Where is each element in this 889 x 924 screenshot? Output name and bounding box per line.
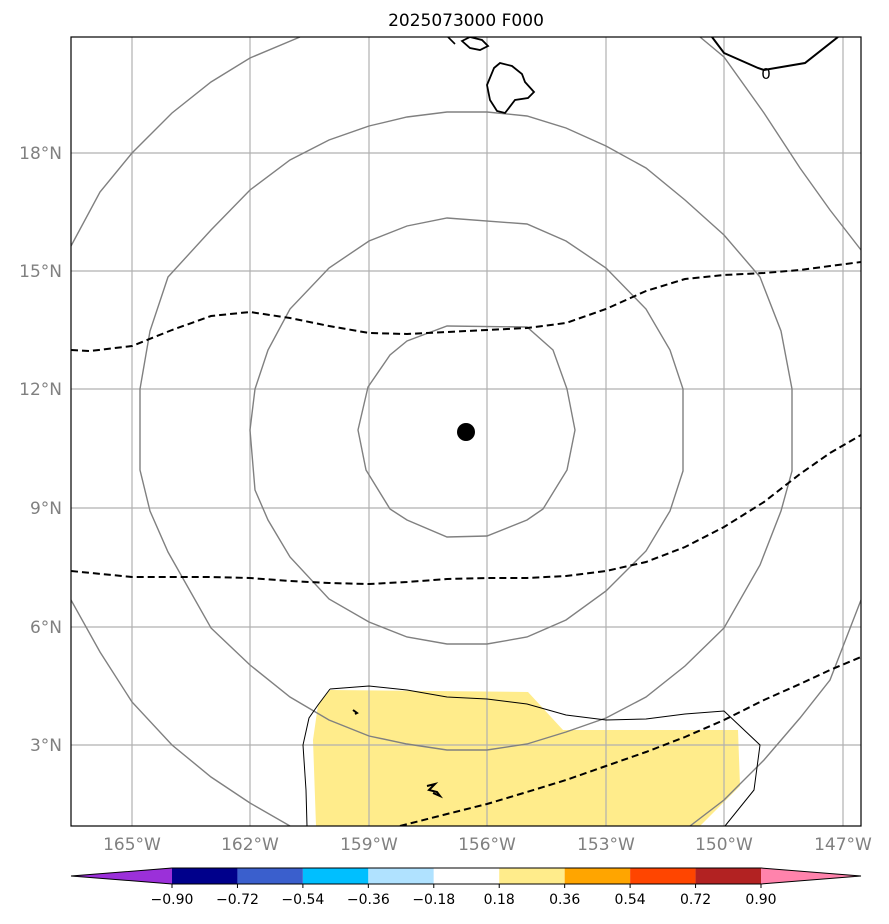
colorbar-tick-label: −0.90 — [151, 892, 194, 908]
colorbar-segment — [368, 868, 434, 884]
lat-labels: 18°N 15°N 12°N 9°N 6°N 3°N — [19, 144, 62, 756]
lon-label-147w: 147°W — [814, 835, 872, 855]
range-ring-4-lower-right — [689, 599, 861, 826]
colorbar-tick-label: 0.54 — [615, 892, 646, 908]
map-area: 0 — [71, 37, 861, 826]
colorbar-tick-label: −0.36 — [347, 892, 390, 908]
dashed-contour-upper — [71, 261, 861, 353]
range-rings — [71, 37, 861, 826]
colorbar-extend-low — [71, 868, 172, 884]
range-ring-3 — [139, 111, 793, 751]
lon-label-165w: 165°W — [103, 835, 161, 855]
colorbar-segment — [695, 868, 761, 884]
anomaly-fill-region — [313, 690, 740, 826]
range-ring-4-right — [699, 37, 861, 251]
small-contour-blob-1 — [352, 709, 359, 715]
colorbar-segment — [237, 868, 303, 884]
colorbar-segment — [630, 868, 696, 884]
map-frame — [70, 36, 862, 827]
colorbar-tick-label: 0.36 — [549, 892, 580, 908]
solid-contour-zero — [711, 37, 839, 72]
lon-label-153w: 153°W — [577, 835, 635, 855]
maui-island — [460, 37, 490, 51]
lon-label-150w: 150°W — [695, 835, 753, 855]
dashed-contours — [71, 261, 861, 826]
lon-label-162w: 162°W — [221, 835, 279, 855]
colorbar: −0.90 −0.72 −0.54 −0.36 −0.18 0.18 0.36 0.54 0.7… — [70, 867, 862, 908]
lat-label-12n: 12°N — [19, 380, 62, 400]
lat-label-3n: 3°N — [30, 736, 62, 756]
range-ring-4-lower — [71, 599, 291, 826]
colorbar-segment — [172, 868, 238, 884]
lon-labels: 165°W 162°W 159°W 156°W 153°W 150°W 147°… — [103, 835, 872, 855]
colorbar-tick-label: −0.72 — [216, 892, 259, 908]
lon-label-159w: 159°W — [340, 835, 398, 855]
lat-label-6n: 6°N — [30, 618, 62, 638]
graticule — [71, 37, 861, 826]
colorbar-extend-high — [761, 868, 861, 884]
range-ring-1 — [357, 325, 576, 538]
range-ring-2 — [249, 217, 684, 645]
lon-label-156w: 156°W — [458, 835, 516, 855]
storm-center-marker — [457, 423, 475, 441]
anomaly-outline — [302, 685, 761, 826]
hawaii-island — [486, 62, 536, 115]
lat-label-18n: 18°N — [19, 144, 62, 164]
range-ring-4 — [71, 37, 301, 247]
contour-label-zero: 0 — [761, 65, 771, 83]
figure-title: 2025073000 F000 — [388, 11, 544, 31]
colorbar-segment — [302, 868, 369, 884]
colorbar-tick-label: 0.90 — [745, 892, 776, 908]
small-island — [447, 37, 456, 45]
lat-label-15n: 15°N — [19, 262, 62, 282]
colorbar-tick-label: −0.18 — [412, 892, 455, 908]
colorbar-tick-label: 0.18 — [484, 892, 515, 908]
colorbar-segment — [499, 868, 565, 884]
colorbar-tick-label: −0.54 — [281, 892, 324, 908]
colorbar-segment — [433, 868, 500, 884]
small-contour-blob-2 — [426, 782, 444, 799]
lat-label-9n: 9°N — [30, 499, 62, 519]
colorbar-segment — [564, 868, 631, 884]
dashed-contour-lower — [399, 656, 861, 826]
dashed-contour-middle — [71, 434, 861, 586]
colorbar-tick-label: 0.72 — [680, 892, 711, 908]
